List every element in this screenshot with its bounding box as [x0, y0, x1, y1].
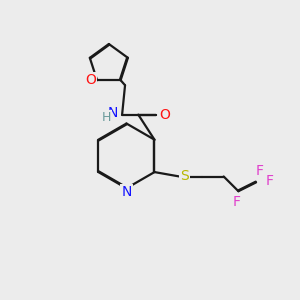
Text: S: S	[180, 169, 189, 184]
Text: F: F	[233, 195, 241, 209]
Text: H: H	[102, 111, 112, 124]
Text: O: O	[159, 108, 170, 122]
Text: N: N	[121, 185, 132, 199]
Text: F: F	[265, 174, 273, 188]
Text: F: F	[256, 164, 264, 178]
Text: O: O	[85, 73, 96, 87]
Text: N: N	[107, 106, 118, 120]
